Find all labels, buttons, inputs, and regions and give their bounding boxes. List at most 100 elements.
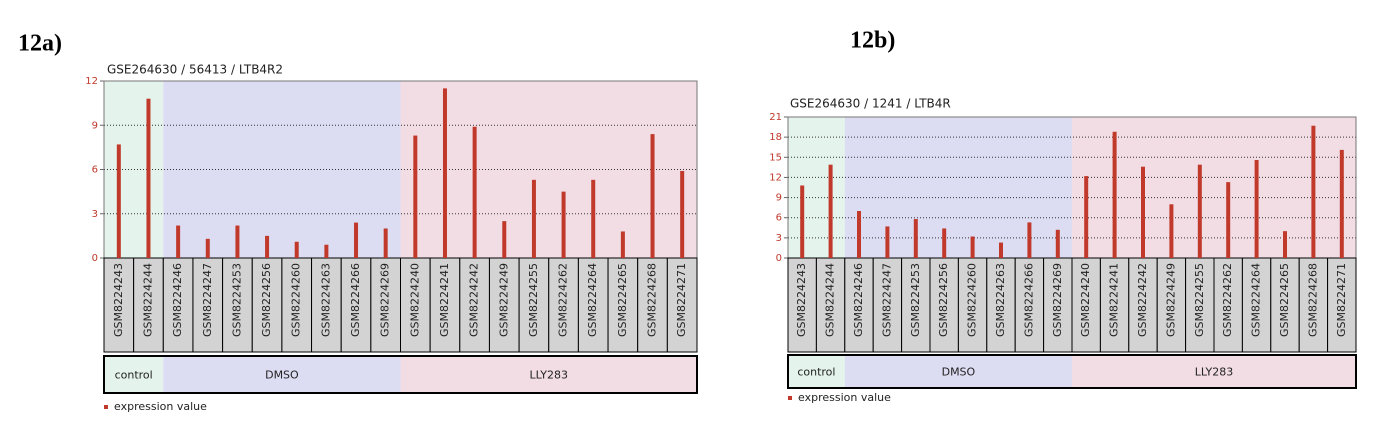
x-tick-label: GSM8224246 — [852, 263, 865, 337]
x-tick-label: GSM8224271 — [675, 263, 688, 337]
x-tick-label: GSM8224256 — [260, 263, 273, 337]
bar — [354, 222, 359, 258]
x-tick-label: GSM8224242 — [468, 263, 481, 337]
bar — [1339, 149, 1344, 258]
x-tick-label: GSM8224255 — [1193, 263, 1206, 337]
x-tick-label: GSM8224242 — [1136, 263, 1149, 337]
category-cell — [459, 257, 490, 353]
group-band — [104, 81, 164, 258]
y-tick-label: 21 — [769, 112, 782, 123]
bar — [913, 219, 918, 258]
x-tick-label: GSM8224268 — [646, 263, 659, 337]
x-tick-label: GSM8224260 — [966, 263, 979, 337]
x-tick-label: GSM8224264 — [586, 263, 599, 337]
x-tick-label: GSM8224262 — [557, 263, 570, 337]
x-tick-label: GSM8224244 — [824, 263, 837, 337]
group-label: DMSO — [942, 366, 976, 379]
bar — [857, 211, 861, 258]
x-tick-label: GSM8224265 — [1278, 263, 1291, 337]
category-cell — [1071, 257, 1101, 353]
bar — [942, 228, 947, 258]
group-cell — [1072, 355, 1356, 388]
x-tick-label: GSM8224249 — [1164, 263, 1177, 337]
x-tick-label: GSM8224263 — [994, 263, 1007, 337]
bar — [146, 98, 151, 258]
x-tick-label: GSM8224253 — [230, 263, 243, 337]
bar — [472, 126, 477, 258]
category-cell — [986, 257, 1016, 353]
x-tick-label: GSM8224256 — [937, 263, 950, 337]
legend-label: expression value — [114, 400, 207, 413]
group-band — [788, 117, 845, 258]
group-row-border — [103, 355, 698, 394]
y-tick-label: 12 — [769, 172, 782, 183]
group-label: control — [797, 366, 835, 379]
category-cell — [192, 257, 224, 353]
bar — [176, 225, 181, 258]
x-tick-label: GSM8224269 — [1051, 263, 1064, 337]
bar — [265, 235, 270, 258]
x-tick-label: GSM8224240 — [408, 263, 421, 337]
x-tick-label: GSM8224269 — [379, 263, 392, 337]
group-cell — [400, 356, 697, 393]
category-cell — [607, 257, 639, 353]
x-tick-label: GSM8224265 — [616, 263, 629, 337]
bar — [1112, 131, 1117, 258]
category-cell — [222, 257, 253, 353]
category-cell — [1327, 257, 1357, 353]
legend-swatch — [104, 405, 108, 409]
x-tick-label: GSM8224255 — [527, 263, 540, 337]
y-tick-label: 3 — [92, 209, 98, 220]
bar — [383, 228, 388, 258]
panel-label: 12b) — [850, 28, 895, 54]
category-cell — [1043, 257, 1073, 353]
bar — [650, 134, 655, 258]
category-cell — [901, 257, 931, 353]
category-cell — [1156, 257, 1187, 353]
bar — [502, 221, 507, 258]
y-tick-label: 0 — [92, 253, 98, 264]
x-tick-label: GSM8224247 — [201, 263, 214, 337]
category-cell — [1185, 257, 1215, 353]
bar — [1169, 204, 1174, 258]
group-label: LLY283 — [529, 369, 568, 382]
y-tick-label: 3 — [776, 233, 782, 244]
bar — [1226, 182, 1231, 258]
x-tick-label: GSM8224246 — [171, 263, 184, 337]
bar — [680, 170, 685, 258]
chart-title: GSE264630 / 56413 / LTB4R2 — [107, 63, 283, 77]
category-cell — [518, 257, 550, 353]
category-cell — [1099, 257, 1130, 353]
y-tick-label: 12 — [85, 76, 98, 87]
bar — [828, 164, 833, 258]
x-tick-label: GSM8224247 — [880, 263, 893, 337]
category-cell — [429, 257, 461, 353]
x-tick-label: GSM8224268 — [1306, 263, 1319, 337]
category-cell — [787, 257, 817, 353]
bar — [1141, 166, 1145, 258]
chart-title: GSE264630 / 1241 / LTB4R — [790, 97, 951, 111]
group-cell — [104, 356, 164, 393]
x-tick-label: GSM8224253 — [909, 263, 922, 337]
bar — [1055, 229, 1060, 258]
bar — [1283, 231, 1287, 258]
bar — [442, 88, 447, 258]
x-tick-label: GSM8224244 — [141, 263, 154, 337]
x-tick-label: GSM8224266 — [349, 263, 362, 337]
group-band — [1072, 117, 1356, 258]
x-tick-label: GSM8224243 — [112, 263, 125, 337]
bar — [999, 242, 1003, 258]
x-tick-label: GSM8224262 — [1221, 263, 1234, 337]
category-cell — [815, 257, 846, 353]
bar — [1254, 159, 1259, 258]
category-cell — [844, 257, 874, 353]
bar — [800, 185, 805, 258]
bar — [591, 179, 596, 258]
bar — [1197, 164, 1202, 258]
x-tick-label: GSM8224241 — [438, 263, 451, 337]
bar — [235, 225, 240, 258]
category-cell — [370, 257, 402, 353]
bar — [324, 244, 329, 258]
category-cell — [548, 257, 579, 353]
